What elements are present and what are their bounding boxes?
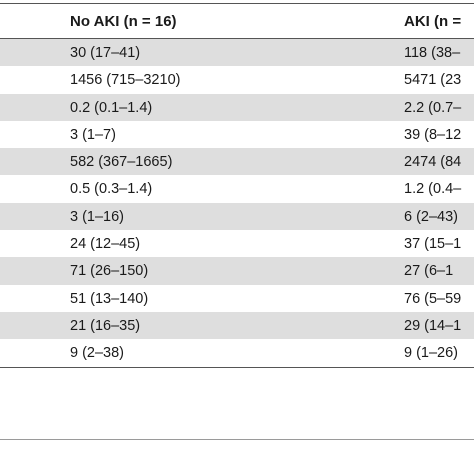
cell-no-aki: 3 (1–16) [70,208,125,225]
header-aki: AKI (n = [404,13,462,30]
table-row: 0.2 (0.1–1.4) 2.2 (0.7– [0,93,474,121]
table-row: 1456 (715–3210) 5471 (23 [0,66,474,94]
table-row: 24 (12–45) 37 (15–1 [0,230,474,258]
table-row: 582 (367–1665) 2474 (84 [0,148,474,176]
cell-no-aki: 71 (26–150) [70,263,149,280]
cell-aki: 5471 (23 [404,72,462,89]
header-rule [0,38,474,39]
cell-aki: 29 (14–1 [404,317,462,334]
cell-no-aki: 24 (12–45) [70,236,141,253]
table-row: 3 (1–16) 6 (2–43) [0,202,474,231]
table-row: 71 (26–150) 27 (6–1 [0,257,474,285]
cell-aki: 1.2 (0.4– [404,181,462,198]
cell-aki: 2474 (84 [404,154,462,171]
table-row: 51 (13–140) 76 (5–59 [0,284,474,312]
cell-aki: 9 (1–26) [404,345,459,362]
cell-no-aki: 1456 (715–3210) [70,72,181,89]
table-row: 9 (2–38) 9 (1–26) [0,339,474,367]
cell-no-aki: 30 (17–41) [70,45,141,61]
cell-no-aki: 582 (367–1665) [70,154,173,171]
table-body: 30 (17–41) 118 (38– 1456 (715–3210) 5471… [0,39,474,367]
cell-no-aki: 9 (2–38) [70,345,125,362]
header-no-aki: No AKI (n = 16) [70,13,177,30]
cell-no-aki: 21 (16–35) [70,317,141,334]
cell-no-aki: 0.2 (0.1–1.4) [70,99,153,116]
table-row: 0.5 (0.3–1.4) 1.2 (0.4– [0,175,474,203]
cell-no-aki: 51 (13–140) [70,290,149,307]
cell-no-aki: 0.5 (0.3–1.4) [70,181,153,198]
cell-aki: 39 (8–12 [404,126,462,143]
cell-aki: 37 (15–1 [404,236,462,253]
cell-no-aki: 3 (1–7) [70,126,116,143]
cell-aki: 27 (6–1 [404,263,454,280]
top-rule [0,3,474,4]
table-row: 21 (16–35) 29 (14–1 [0,311,474,340]
cell-aki: 2.2 (0.7– [404,99,462,116]
cell-aki: 118 (38– [404,45,461,61]
cell-aki: 76 (5–59 [404,290,462,307]
table-row: 30 (17–41) 118 (38– [0,39,474,67]
footer-rule [0,439,474,440]
table-header: No AKI (n = 16) AKI (n = [0,4,474,38]
table-row: 3 (1–7) 39 (8–12 [0,120,474,149]
cell-aki: 6 (2–43) [404,208,459,225]
bottom-rule [0,367,474,368]
